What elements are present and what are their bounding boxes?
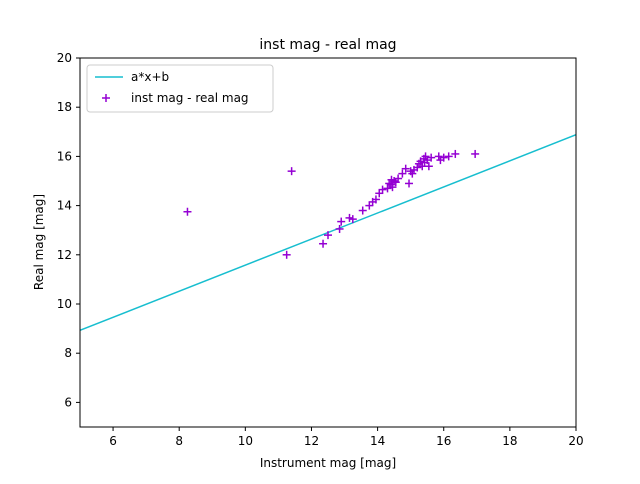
data-point	[282, 250, 291, 259]
y-axis-label: Real mag [mag]	[32, 194, 46, 290]
data-point	[324, 231, 332, 240]
y-tick-label: 20	[57, 51, 72, 65]
y-tick-label: 10	[57, 297, 72, 311]
data-point	[413, 163, 422, 172]
data-point	[439, 153, 448, 162]
data-point	[348, 215, 357, 224]
x-tick-label: 10	[238, 434, 253, 448]
x-tick-label: 12	[304, 434, 319, 448]
legend-box	[86, 64, 274, 113]
data-point	[405, 179, 414, 188]
data-point	[287, 167, 296, 176]
y-tick-label: 14	[57, 199, 72, 213]
data-point	[378, 185, 387, 194]
data-point	[394, 174, 403, 183]
data-point	[427, 153, 436, 162]
data-point	[421, 152, 430, 161]
chart-title: inst mag - real mag	[259, 37, 396, 53]
y-axis-ticks: 6 8 10 12 14 16 18 20	[57, 51, 80, 409]
y-tick-label: 16	[57, 149, 72, 163]
data-point	[424, 162, 433, 171]
axes-frame	[79, 57, 577, 428]
x-tick-label: 20	[568, 434, 583, 448]
x-tick-label: 8	[175, 434, 183, 448]
data-point	[408, 169, 417, 178]
data-point	[401, 164, 410, 173]
plot-area	[79, 57, 577, 428]
x-tick-label: 16	[436, 434, 451, 448]
data-point	[398, 169, 407, 178]
data-point	[444, 152, 453, 161]
y-tick-label: 6	[64, 395, 72, 409]
y-tick-label: 12	[57, 248, 72, 262]
x-axis-label: Instrument mag [mag]	[260, 456, 396, 470]
data-point	[471, 149, 480, 158]
y-tick-label: 8	[64, 346, 72, 360]
y-tick-label: 18	[57, 100, 72, 114]
legend-line-label: a*x+b	[131, 70, 169, 84]
data-point	[388, 183, 397, 192]
data-point	[371, 195, 380, 204]
data-point	[319, 239, 328, 248]
data-point	[337, 217, 346, 226]
x-tick-label: 18	[502, 434, 517, 448]
legend-marker-swatch	[102, 94, 110, 102]
data-point	[358, 206, 367, 215]
data-point	[434, 152, 443, 161]
data-point	[451, 149, 460, 158]
legend-scatter-label: inst mag - real mag	[131, 91, 249, 105]
x-tick-label: 14	[370, 434, 385, 448]
data-point	[335, 224, 344, 233]
data-point	[183, 207, 192, 216]
x-axis-ticks: 6 8 10 12 14 16 18 20	[109, 427, 584, 448]
legend: a*x+b inst mag - real mag	[86, 64, 274, 113]
x-tick-label: 6	[109, 434, 117, 448]
